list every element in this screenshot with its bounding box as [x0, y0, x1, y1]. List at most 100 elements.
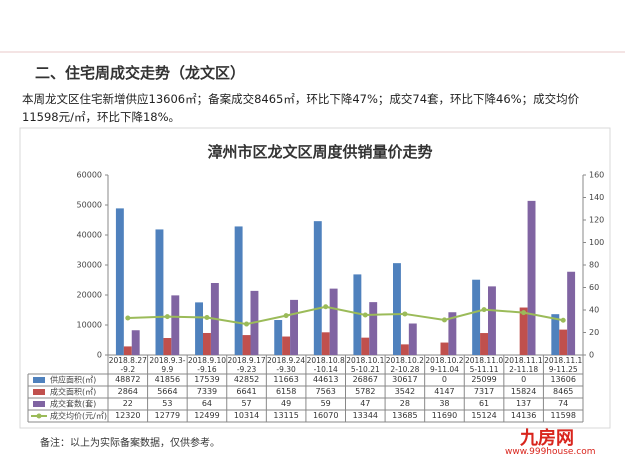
bar	[408, 323, 417, 355]
legend-swatch	[36, 413, 42, 419]
legend-swatch	[33, 377, 45, 383]
table-cell: 5782	[355, 387, 376, 396]
table-cell: 41856	[154, 375, 181, 384]
marker	[402, 311, 408, 317]
table-cell: 59	[320, 399, 331, 408]
marker	[441, 317, 447, 323]
bar	[440, 342, 449, 355]
y2-tick-label: 100	[589, 238, 604, 247]
table-cell: 49	[281, 399, 292, 408]
table-cell: 53	[162, 399, 173, 408]
table-cell: 11598	[550, 411, 576, 420]
bar	[115, 208, 124, 355]
legend-label: 成交套数(套)	[50, 399, 96, 409]
x-tick-label: 2018.11.05-11.11	[464, 356, 504, 374]
x-tick-label: 2018.11.12-11.18	[504, 356, 543, 374]
bar	[567, 271, 576, 355]
x-tick-label: 2018.9.24-9.30	[267, 356, 306, 374]
table-cell: 22	[122, 399, 133, 408]
table-cell: 28	[399, 399, 410, 408]
marker	[481, 307, 487, 313]
table-cell: 10314	[233, 411, 260, 420]
table-cell: 30617	[392, 375, 418, 384]
marker	[244, 321, 250, 327]
bar	[527, 200, 536, 355]
y-tick-label: 40000	[77, 231, 102, 240]
x-tick-label: 2018.9.17-9.23	[227, 356, 266, 374]
marker	[204, 315, 210, 321]
marker	[521, 310, 527, 316]
x-tick-label: 2018.9.10-9.16	[187, 356, 227, 374]
table-cell: 12499	[194, 411, 220, 420]
bar	[282, 336, 291, 355]
table-cell: 13685	[392, 411, 418, 420]
marker	[362, 312, 368, 318]
y2-tick-label: 60	[589, 283, 599, 292]
table-cell: 12320	[115, 411, 141, 420]
bar	[448, 312, 457, 355]
x-tick-label: 2018.8.27-9.2	[108, 356, 147, 374]
bar	[488, 286, 496, 355]
table-cell: 17539	[194, 375, 220, 384]
bar	[123, 346, 132, 355]
note: 备注：以上为实际备案数据，仅供参考。	[40, 438, 220, 449]
legend-swatch	[33, 389, 45, 395]
table-cell: 15824	[510, 387, 537, 396]
table-cell: 12779	[154, 411, 181, 420]
table-cell: 7339	[196, 387, 218, 396]
table-cell: 26867	[352, 375, 379, 384]
brand-url: www.999house.com	[505, 447, 596, 457]
bar	[559, 329, 568, 355]
bar	[171, 295, 180, 355]
x-tick-label: 2018.11.19-11.25	[544, 356, 583, 374]
table-cell: 57	[241, 399, 252, 408]
legend-swatch	[33, 401, 45, 407]
bar	[519, 307, 528, 355]
legend-label: 成交面积(㎡)	[50, 387, 96, 397]
summary: 本周龙文区住宅新增供应13606㎡；备案成交8465㎡，环比下降47%；成交74…	[22, 92, 580, 124]
x-tick-label: 2018.9.3-9.9	[149, 356, 186, 374]
table-cell: 4147	[434, 387, 455, 396]
bar	[353, 274, 362, 355]
y-tick-label: 50000	[77, 201, 102, 210]
bar	[155, 229, 164, 355]
bar	[131, 330, 140, 355]
table-cell: 64	[201, 399, 213, 408]
bar	[290, 299, 298, 355]
table-cell: 6641	[236, 387, 257, 396]
y2-tick-label: 0	[589, 351, 594, 360]
y-tick-label: 10000	[77, 321, 102, 330]
table-cell: 0	[441, 375, 447, 384]
table-cell: 47	[360, 399, 371, 408]
y-tick-label: 20000	[77, 291, 102, 300]
table-cell: 38	[439, 399, 450, 408]
table-cell: 7563	[315, 387, 336, 396]
y2-tick-label: 120	[589, 216, 604, 225]
bar	[329, 288, 338, 355]
table-cell: 5664	[157, 387, 178, 396]
bar	[321, 332, 330, 355]
bar	[242, 335, 251, 355]
bar	[393, 263, 401, 355]
table-cell: 14136	[510, 411, 537, 420]
chart-frame	[19, 127, 611, 429]
bar	[274, 320, 283, 355]
table-cell: 3542	[394, 387, 416, 396]
marker	[323, 304, 329, 310]
bar	[369, 302, 378, 355]
y2-tick-label: 80	[589, 261, 599, 270]
chart-title: 漳州市区龙文区周度供销量价走势	[207, 143, 432, 161]
bar	[195, 302, 203, 355]
bar	[551, 314, 560, 355]
bar	[400, 344, 409, 355]
table-cell: 74	[558, 399, 569, 408]
y-tick-label: 60000	[77, 171, 102, 180]
table-cell: 15124	[471, 411, 497, 420]
marker	[560, 317, 566, 323]
table-cell: 0	[521, 375, 527, 384]
table-cell: 25099	[471, 375, 497, 384]
table-cell: 44613	[312, 375, 339, 384]
table-cell: 48872	[115, 375, 141, 384]
x-tick-label: 2018.10.15-10.21	[346, 356, 385, 374]
